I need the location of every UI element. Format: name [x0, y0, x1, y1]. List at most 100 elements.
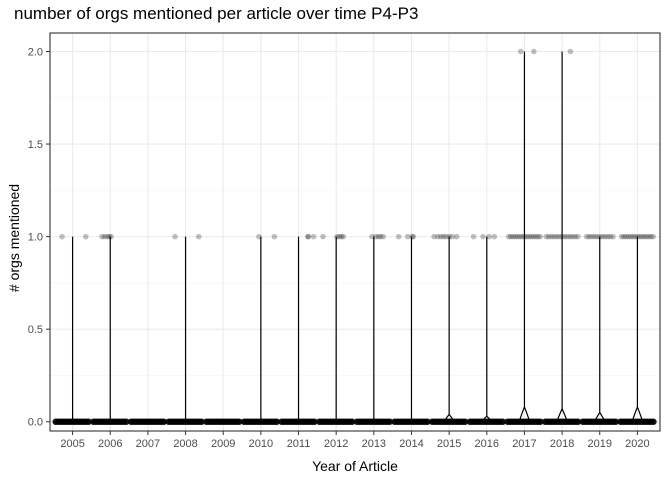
point	[440, 233, 447, 240]
point	[380, 233, 387, 240]
panel-border	[49, 32, 661, 432]
point	[650, 233, 657, 240]
point	[336, 233, 342, 240]
point	[526, 233, 532, 240]
x-tick-label: 2019	[588, 438, 612, 450]
x-tick-label: 2016	[475, 438, 499, 450]
zero-strip-2010	[240, 418, 281, 425]
point	[377, 233, 384, 240]
point	[575, 233, 581, 240]
point	[607, 233, 614, 240]
points-2015-y1	[431, 233, 460, 240]
zero-strip-2014	[391, 418, 431, 425]
point	[543, 233, 550, 240]
point	[548, 233, 555, 240]
point	[372, 233, 379, 240]
point	[198, 418, 205, 425]
zero-strip-2005	[52, 418, 92, 425]
points-2018-y1	[543, 233, 581, 240]
point	[510, 233, 516, 240]
zero-strip-2009	[203, 418, 243, 425]
x-tick-label: 2012	[324, 438, 348, 450]
point	[470, 233, 477, 240]
panel-background	[50, 33, 660, 431]
points-2016-y1	[470, 233, 498, 240]
point	[650, 418, 657, 425]
y-tick-label: 2.0	[28, 47, 43, 59]
point	[99, 233, 105, 240]
point	[349, 418, 356, 425]
point	[480, 233, 486, 240]
chart-title: number of orgs mentioned per article ove…	[14, 4, 418, 23]
point	[273, 418, 281, 425]
point	[532, 233, 539, 240]
point	[625, 233, 632, 240]
points-2008-y1	[172, 233, 202, 240]
point	[596, 233, 603, 240]
points-2012-y1	[320, 233, 347, 240]
point	[632, 233, 638, 240]
point	[59, 233, 65, 240]
point	[627, 233, 634, 240]
point	[271, 233, 278, 240]
point	[531, 48, 537, 55]
point	[517, 48, 524, 55]
point	[305, 233, 311, 240]
point	[517, 233, 523, 240]
points-2017-y1	[505, 233, 544, 240]
point	[508, 233, 514, 240]
point	[431, 233, 437, 240]
point	[569, 233, 576, 240]
zero-strip-2011	[278, 418, 318, 425]
point	[499, 418, 507, 425]
point	[589, 233, 595, 240]
point	[599, 233, 606, 240]
point	[453, 233, 460, 240]
x-tick-label: 2010	[249, 438, 273, 450]
points-2019-y1	[583, 233, 616, 240]
y-tick-label: 0.0	[28, 417, 43, 429]
point	[618, 233, 625, 240]
point	[639, 233, 645, 240]
x-tick-label: 2006	[98, 438, 122, 450]
point	[491, 233, 498, 240]
point	[101, 233, 108, 240]
point	[572, 233, 579, 240]
point	[612, 418, 620, 425]
point	[334, 233, 340, 240]
x-tick-label: 2015	[437, 438, 461, 450]
point	[643, 233, 650, 240]
point	[567, 48, 574, 55]
points-2018-y2	[567, 48, 574, 55]
x-tick-label: 2020	[625, 438, 649, 450]
points-2005-y1	[59, 233, 89, 240]
point	[641, 233, 647, 240]
point	[591, 233, 598, 240]
point	[623, 233, 629, 240]
point	[486, 233, 492, 240]
point	[648, 233, 654, 240]
point	[310, 233, 317, 240]
y-tick-label: 0.5	[28, 324, 43, 336]
point	[564, 233, 571, 240]
point	[375, 233, 382, 240]
point	[338, 233, 345, 240]
point	[461, 418, 469, 425]
point	[574, 418, 582, 425]
zero-strip-2007	[127, 418, 168, 425]
point	[523, 233, 530, 240]
point	[528, 233, 535, 240]
x-tick-label: 2018	[550, 438, 574, 450]
point	[512, 233, 519, 240]
point	[104, 233, 111, 240]
point	[85, 418, 92, 425]
point	[530, 233, 537, 240]
point	[123, 418, 130, 425]
points-2020-y1	[618, 233, 657, 240]
point	[82, 233, 89, 240]
point	[535, 233, 541, 240]
points-2013-y1	[369, 233, 387, 240]
point	[505, 233, 512, 240]
point	[521, 233, 528, 240]
